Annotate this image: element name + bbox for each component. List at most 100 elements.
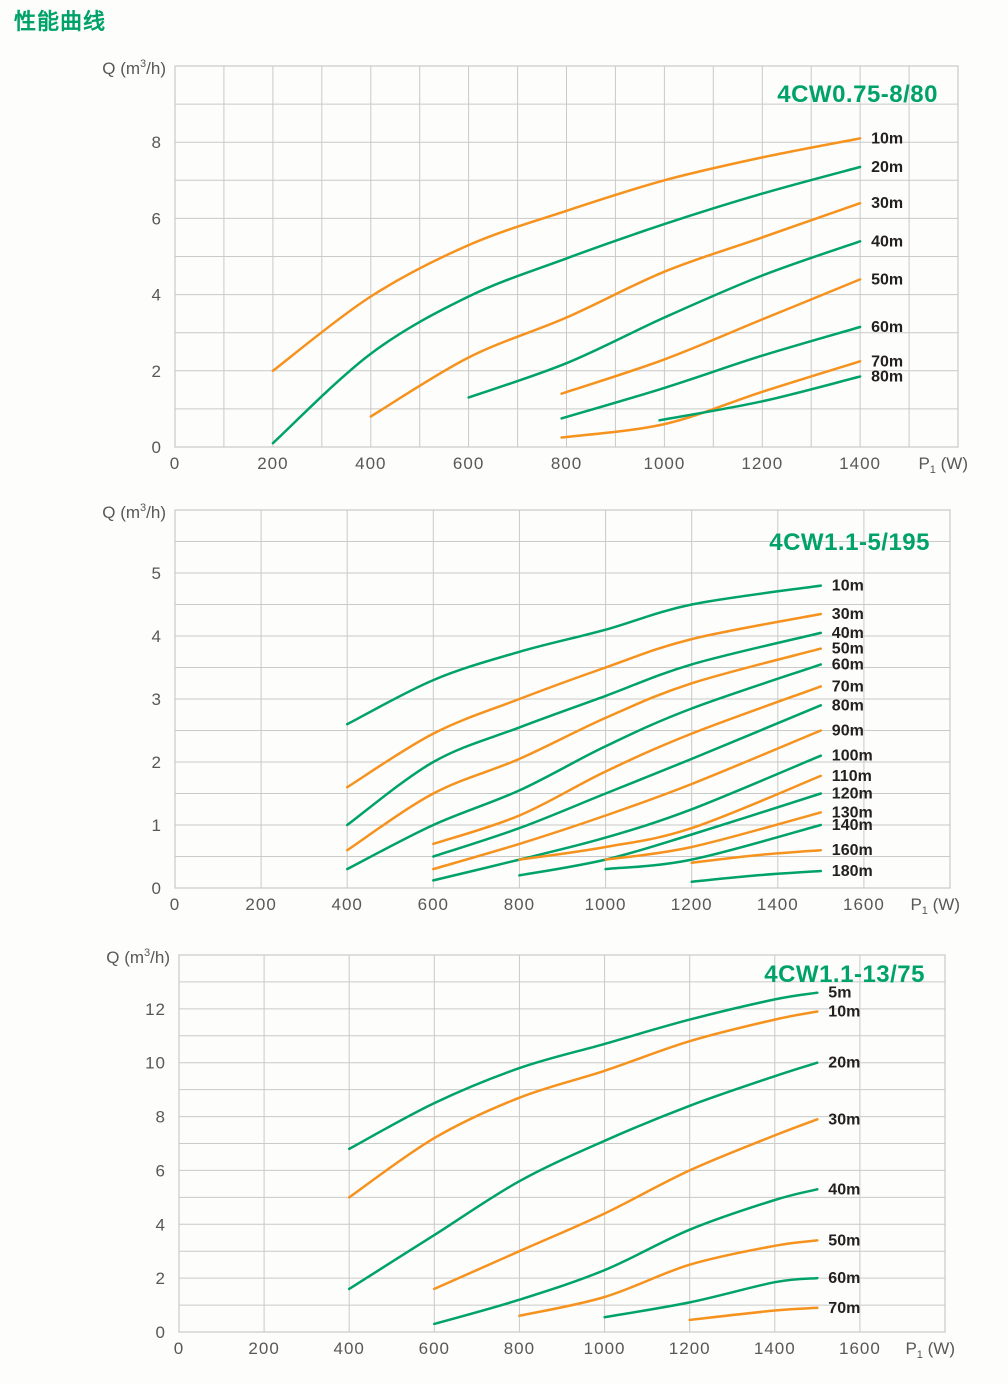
x-tick-label: 600 — [453, 454, 484, 473]
curve-label-160m: 160m — [832, 842, 873, 859]
curve-label-50m: 50m — [871, 271, 903, 288]
x-tick-label: 0 — [170, 454, 180, 473]
y-tick-label: 2 — [152, 362, 162, 381]
curve-label-140m: 140m — [832, 817, 873, 834]
curve-80m — [658, 375, 862, 422]
curve-10m — [271, 137, 862, 373]
curve-label-30m: 30m — [832, 606, 864, 623]
plot-border — [178, 954, 946, 1333]
curve-20m — [271, 165, 862, 445]
curve-label-70m: 70m — [828, 1300, 860, 1317]
x-tick-label: 400 — [355, 454, 386, 473]
grid — [174, 65, 959, 448]
curve-label-80m: 80m — [832, 697, 864, 714]
x-tick-label: 1600 — [839, 1339, 881, 1358]
curve-label-80m: 80m — [871, 369, 903, 386]
curve-140m — [604, 823, 823, 871]
curve-label-10m: 10m — [832, 578, 864, 595]
y-tick-label: 4 — [152, 627, 162, 646]
curve-label-120m: 120m — [832, 786, 873, 803]
x-tick-label: 1200 — [671, 895, 713, 914]
x-tick-label: 200 — [248, 1339, 279, 1358]
x-tick-label: 1400 — [754, 1339, 796, 1358]
curve-label-40m: 40m — [871, 233, 903, 250]
curve-60m — [345, 663, 823, 871]
curve-160m — [690, 848, 823, 865]
curve-100m — [432, 754, 823, 882]
y-axis-unit-label: Q (m3/h) — [106, 947, 170, 967]
curve-50m — [518, 1239, 819, 1318]
x-axis-unit-label: P1 (W) — [910, 895, 960, 917]
x-axis-unit-label: P1 (W) — [905, 1339, 955, 1361]
y-tick-label: 3 — [152, 690, 162, 709]
curve-label-30m: 30m — [871, 195, 903, 212]
curve-120m — [518, 792, 823, 877]
curve-label-50m: 50m — [828, 1232, 860, 1249]
curve-70m — [432, 685, 823, 846]
y-tick-label: 2 — [152, 753, 162, 772]
x-tick-label: 400 — [332, 895, 363, 914]
x-tick-label: 600 — [418, 895, 449, 914]
chart-title: 4CW1.1-13/75 — [764, 961, 925, 988]
y-tick-label: 6 — [152, 209, 162, 228]
curve-label-60m: 60m — [871, 319, 903, 336]
y-tick-label: 0 — [156, 1323, 166, 1342]
curve-50m — [560, 278, 862, 395]
y-tick-label: 8 — [156, 1108, 166, 1127]
curve-80m — [432, 704, 823, 858]
x-tick-label: 1000 — [643, 454, 685, 473]
curve-label-5m: 5m — [828, 985, 851, 1002]
chart-1: 0 200 400 600 800 1000 1200 1400 0 2 4 6 8 Q (m3/h) P1… — [102, 58, 968, 476]
curve-10m — [347, 1010, 819, 1199]
curve-30m — [433, 1118, 819, 1291]
chart-title: 4CW1.1-5/195 — [769, 529, 930, 556]
x-tick-label: 600 — [419, 1339, 450, 1358]
y-tick-label: 8 — [152, 133, 162, 152]
curve-label-70m: 70m — [871, 353, 903, 370]
chart-2: 0 200 400 600 800 1000 1200 1400 1600 0 1 2 3 4 5 Q (m3… — [102, 502, 960, 917]
curve-label-110m: 110m — [832, 768, 872, 785]
curve-label-10m: 10m — [828, 1004, 860, 1021]
x-tick-label: 1000 — [585, 895, 627, 914]
curve-label-30m: 30m — [828, 1111, 860, 1128]
x-tick-label: 800 — [551, 454, 582, 473]
y-tick-label: 6 — [156, 1161, 166, 1180]
grid — [178, 954, 946, 1333]
y-tick-label: 10 — [145, 1054, 166, 1073]
curve-30m — [369, 201, 862, 418]
curve-label-10m: 10m — [871, 130, 903, 147]
curve-20m — [347, 1061, 819, 1291]
y-tick-label: 4 — [156, 1215, 166, 1234]
curve-label-20m: 20m — [828, 1055, 860, 1072]
y-tick-label: 5 — [152, 564, 162, 583]
plot-border — [174, 509, 951, 889]
curve-60m — [560, 325, 862, 420]
curve-label-180m: 180m — [832, 863, 873, 880]
x-axis-unit-label: P1 (W) — [918, 454, 968, 476]
curve-70m — [688, 1306, 819, 1322]
curve-label-100m: 100m — [832, 748, 873, 765]
curve-5m — [347, 991, 819, 1151]
curve-label-20m: 20m — [871, 159, 903, 176]
curve-label-130m: 130m — [832, 804, 873, 821]
curve-180m — [690, 869, 823, 883]
curve-30m — [345, 612, 823, 789]
x-tick-label: 200 — [257, 454, 288, 473]
curve-110m — [518, 774, 823, 861]
curve-40m — [345, 631, 823, 827]
curve-60m — [603, 1276, 819, 1319]
y-axis-unit-label: Q (m3/h) — [102, 58, 166, 78]
chart-title: 4CW0.75-8/80 — [777, 81, 938, 108]
y-tick-label: 0 — [152, 879, 162, 898]
x-tick-label: 400 — [334, 1339, 365, 1358]
x-tick-label: 800 — [504, 895, 535, 914]
curve-label-40m: 40m — [832, 625, 864, 642]
x-tick-label: 1400 — [839, 454, 881, 473]
x-tick-label: 1000 — [584, 1339, 626, 1358]
x-tick-label: 200 — [245, 895, 276, 914]
y-tick-label: 12 — [145, 1000, 166, 1019]
curve-70m — [560, 360, 862, 439]
curve-label-70m: 70m — [832, 678, 864, 695]
